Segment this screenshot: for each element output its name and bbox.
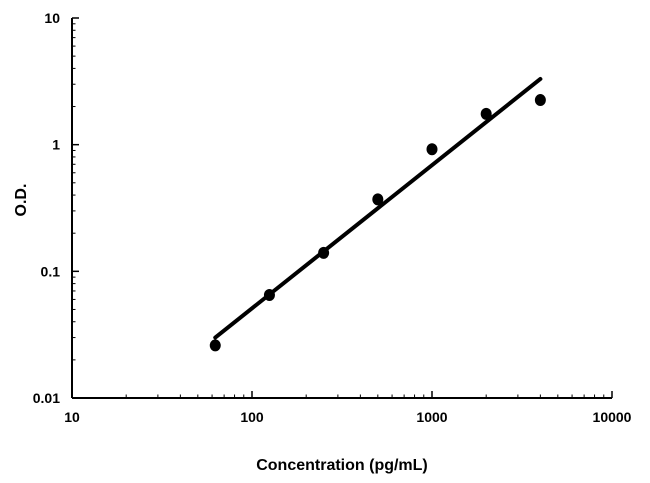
- x-axis-title: Concentration (pg/mL): [256, 457, 428, 474]
- data-points: [209, 94, 546, 352]
- tick-marks: [71, 17, 613, 399]
- y-tick-label: 0.1: [41, 263, 61, 279]
- y-tick-label: 0.01: [33, 390, 60, 406]
- data-point: [372, 193, 384, 206]
- data-point: [426, 143, 438, 156]
- data-point: [534, 94, 546, 107]
- fit-line: [213, 76, 543, 340]
- x-tick-label: 100: [240, 409, 264, 425]
- axes: [71, 18, 612, 399]
- y-tick-label: 10: [44, 10, 60, 26]
- x-tick-label: 10000: [593, 409, 632, 425]
- y-tick-label: 1: [52, 137, 60, 153]
- x-tick-label: 1000: [416, 409, 447, 425]
- data-point: [263, 289, 275, 302]
- y-axis-title: O.D.: [13, 184, 30, 217]
- tick-labels: 10 100 1000 10000 0.01 0.1 1 10: [33, 10, 632, 425]
- data-point: [480, 107, 492, 120]
- data-point: [318, 246, 330, 259]
- x-tick-label: 10: [64, 409, 80, 425]
- data-point: [209, 339, 221, 352]
- fit-line-group: [213, 76, 543, 340]
